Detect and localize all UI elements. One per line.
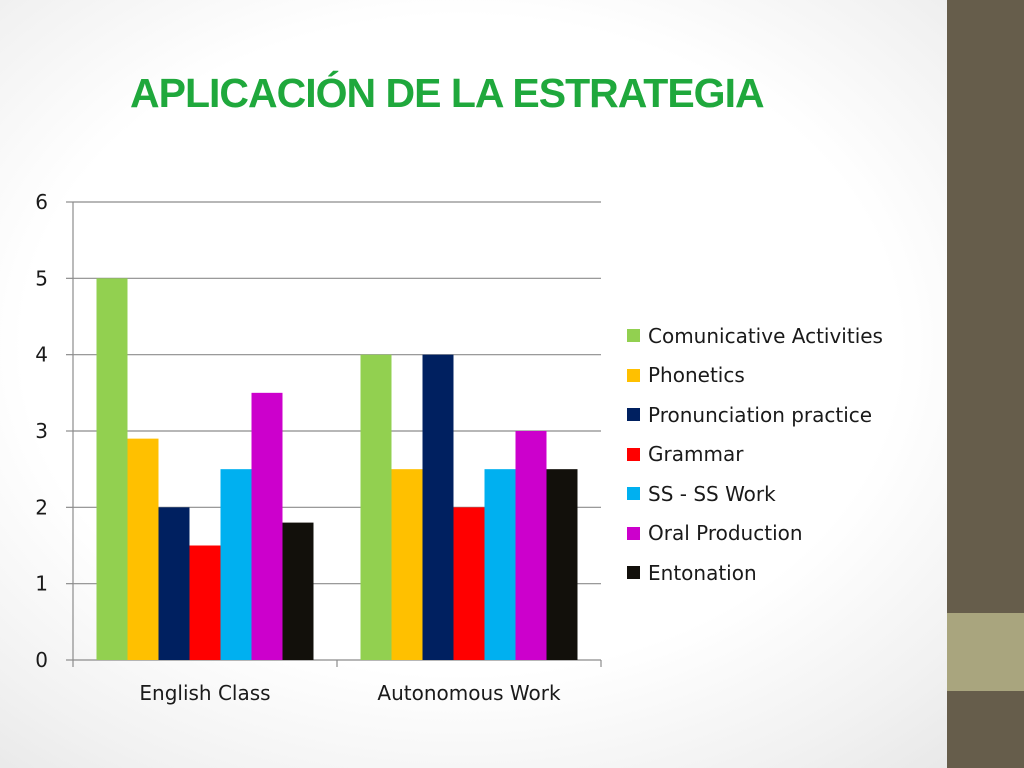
legend-swatch [627,368,640,382]
legend-item: SS - SS Work [627,474,883,514]
x-axis-category-labels: English Class Autonomous Work [139,681,561,705]
bar [422,354,454,660]
bar [96,278,128,660]
chart-bars [96,278,578,660]
bar [391,469,423,660]
bar [189,545,221,660]
y-tick-label: 3 [35,419,48,443]
bar [220,469,252,660]
bar [360,354,392,660]
legend-swatch [627,487,640,501]
bar [546,469,578,660]
legend-label: Pronunciation practice [648,402,873,427]
legend-label: Comunicative Activities [648,323,883,348]
chart-legend: Comunicative Activities Phonetics Pronunci… [627,316,883,593]
bar-chart: 0 1 2 3 4 5 6 English Class Autonomous Work [35,190,602,705]
bar [127,438,159,660]
bar [158,507,190,660]
x-category-label: English Class [139,681,270,705]
legend-swatch [627,408,640,422]
legend-item: Oral Production [627,514,883,554]
legend-label: Oral Production [648,521,803,546]
legend-label: Entonation [648,560,757,585]
y-tick-label: 6 [35,190,48,214]
legend-item: Grammar [627,435,883,475]
legend-swatch [627,566,640,580]
bar [484,469,516,660]
y-tick-label: 4 [35,343,48,367]
legend-item: Phonetics [627,356,883,396]
bar [515,431,547,660]
bar [282,522,314,660]
legend-label: Phonetics [648,363,745,388]
legend-swatch [627,329,640,343]
legend-label: SS - SS Work [648,481,776,506]
bar [251,392,283,660]
legend-item: Pronunciation practice [627,395,883,435]
slide-title: APLICACIÓN DE LA ESTRATEGIA [130,70,765,116]
legend-item: Entonation [627,553,883,593]
sidebar-accent-block [947,613,1024,691]
y-tick-label: 1 [35,572,48,596]
x-category-label: Autonomous Work [377,681,561,705]
legend-swatch [627,447,640,461]
y-axis-tick-labels: 0 1 2 3 4 5 6 [35,190,48,672]
legend-item: Comunicative Activities [627,316,883,356]
bar [453,507,485,660]
y-tick-label: 2 [35,495,48,519]
legend-swatch [627,526,640,540]
y-tick-label: 0 [35,648,48,672]
y-tick-label: 5 [35,266,48,290]
legend-label: Grammar [648,442,744,467]
